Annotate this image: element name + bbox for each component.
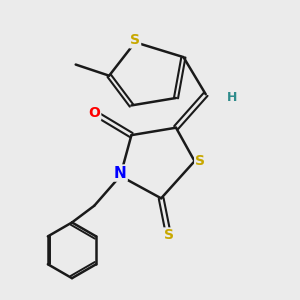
Text: S: S xyxy=(164,229,174,242)
Text: S: S xyxy=(130,33,140,47)
Text: H: H xyxy=(226,92,237,104)
Text: O: O xyxy=(88,106,100,120)
Text: S: S xyxy=(195,154,205,168)
Text: N: N xyxy=(114,166,127,181)
